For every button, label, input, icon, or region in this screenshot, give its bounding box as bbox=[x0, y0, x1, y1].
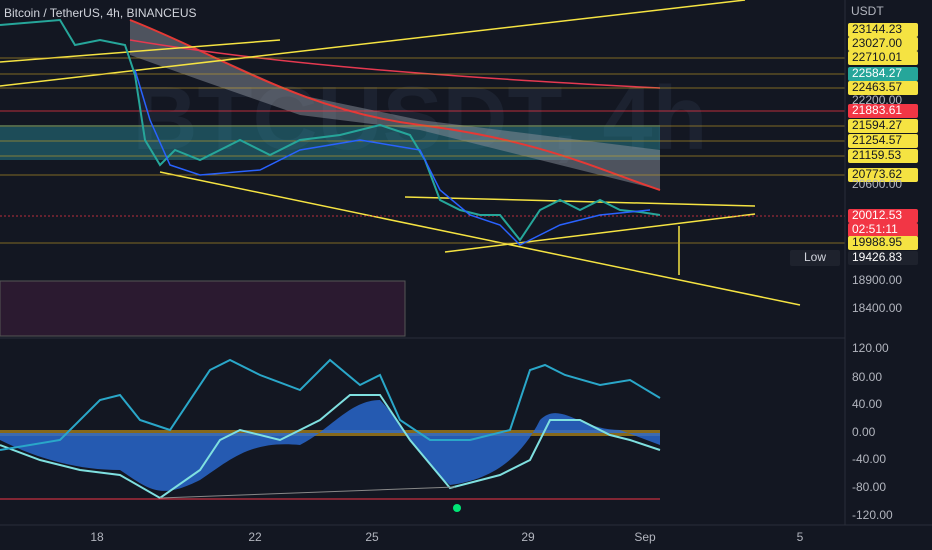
price bbox=[0, 18, 661, 242]
price-tag bbox=[848, 67, 918, 81]
price-tag-label: 22584.27 bbox=[852, 66, 902, 80]
price-tag-label: 21159.53 bbox=[852, 148, 901, 162]
time-label: 29 bbox=[521, 530, 535, 544]
price-label: 18900.00 bbox=[852, 273, 902, 287]
price-tag bbox=[848, 104, 918, 118]
cloud bbox=[130, 20, 660, 190]
price-tag-label: 21594.27 bbox=[852, 118, 902, 132]
price-tag-label: 23144.23 bbox=[852, 22, 902, 36]
price-tag-label: 19426.83 bbox=[852, 250, 902, 264]
oscillator-label: 120.00 bbox=[852, 341, 889, 355]
time-label: Sep bbox=[634, 530, 656, 544]
signal-dot bbox=[453, 504, 461, 512]
price-tag-label: 21254.57 bbox=[852, 133, 902, 147]
price-tag bbox=[848, 119, 918, 133]
price-label: 22200.00 bbox=[852, 93, 902, 107]
histogram bbox=[0, 400, 660, 491]
price-tag bbox=[848, 23, 918, 37]
price-tag bbox=[848, 223, 918, 237]
oscillator-label: -80.00 bbox=[852, 480, 886, 494]
price-tag-label: 20773.62 bbox=[852, 167, 902, 181]
price-tag bbox=[848, 149, 918, 163]
oscillator-label: 80.00 bbox=[852, 370, 882, 384]
oscillator-label: 40.00 bbox=[852, 397, 882, 411]
wave-slow bbox=[0, 358, 661, 451]
price-tag bbox=[848, 209, 918, 223]
currency: USDT bbox=[851, 4, 884, 18]
price-tag bbox=[848, 236, 918, 250]
price-tag bbox=[848, 134, 918, 148]
symbol-title: Bitcoin / TetherUS, 4h, BINANCEUS bbox=[4, 6, 197, 20]
price-tag-label: 19988.95 bbox=[852, 235, 902, 249]
price-label: 20600.00 bbox=[852, 177, 902, 191]
price-label: 18400.00 bbox=[852, 301, 902, 315]
oscillator-label: 0.00 bbox=[852, 425, 876, 439]
info-box bbox=[0, 280, 406, 337]
price-tag-label: 02:51:11 bbox=[852, 222, 898, 236]
time-label: 5 bbox=[797, 530, 804, 544]
ma-blue bbox=[134, 69, 651, 246]
price-tag bbox=[848, 37, 918, 51]
price-tag-label: 22463.57 bbox=[852, 80, 902, 94]
wave-fast bbox=[0, 394, 661, 500]
price-tag-label: 23027.00 bbox=[852, 36, 902, 50]
price-tag bbox=[848, 168, 918, 182]
oscillator-label: -120.00 bbox=[852, 508, 893, 522]
divergence bbox=[159, 486, 456, 499]
price-tag bbox=[848, 81, 918, 95]
price-tag bbox=[848, 51, 918, 65]
time-label: 25 bbox=[365, 530, 379, 544]
low-label: Low bbox=[804, 250, 826, 264]
price-tag bbox=[848, 251, 918, 265]
ma-red bbox=[129, 19, 661, 191]
price-tag-label: 22710.01 bbox=[852, 50, 902, 64]
price-tag-label: 21883.61 bbox=[852, 103, 902, 117]
time-label: 22 bbox=[248, 530, 262, 544]
time-label: 18 bbox=[90, 530, 104, 544]
oscillator-label: -40.00 bbox=[852, 452, 886, 466]
price-tag-label: 20012.53 bbox=[852, 208, 902, 222]
low-badge bbox=[790, 250, 840, 266]
